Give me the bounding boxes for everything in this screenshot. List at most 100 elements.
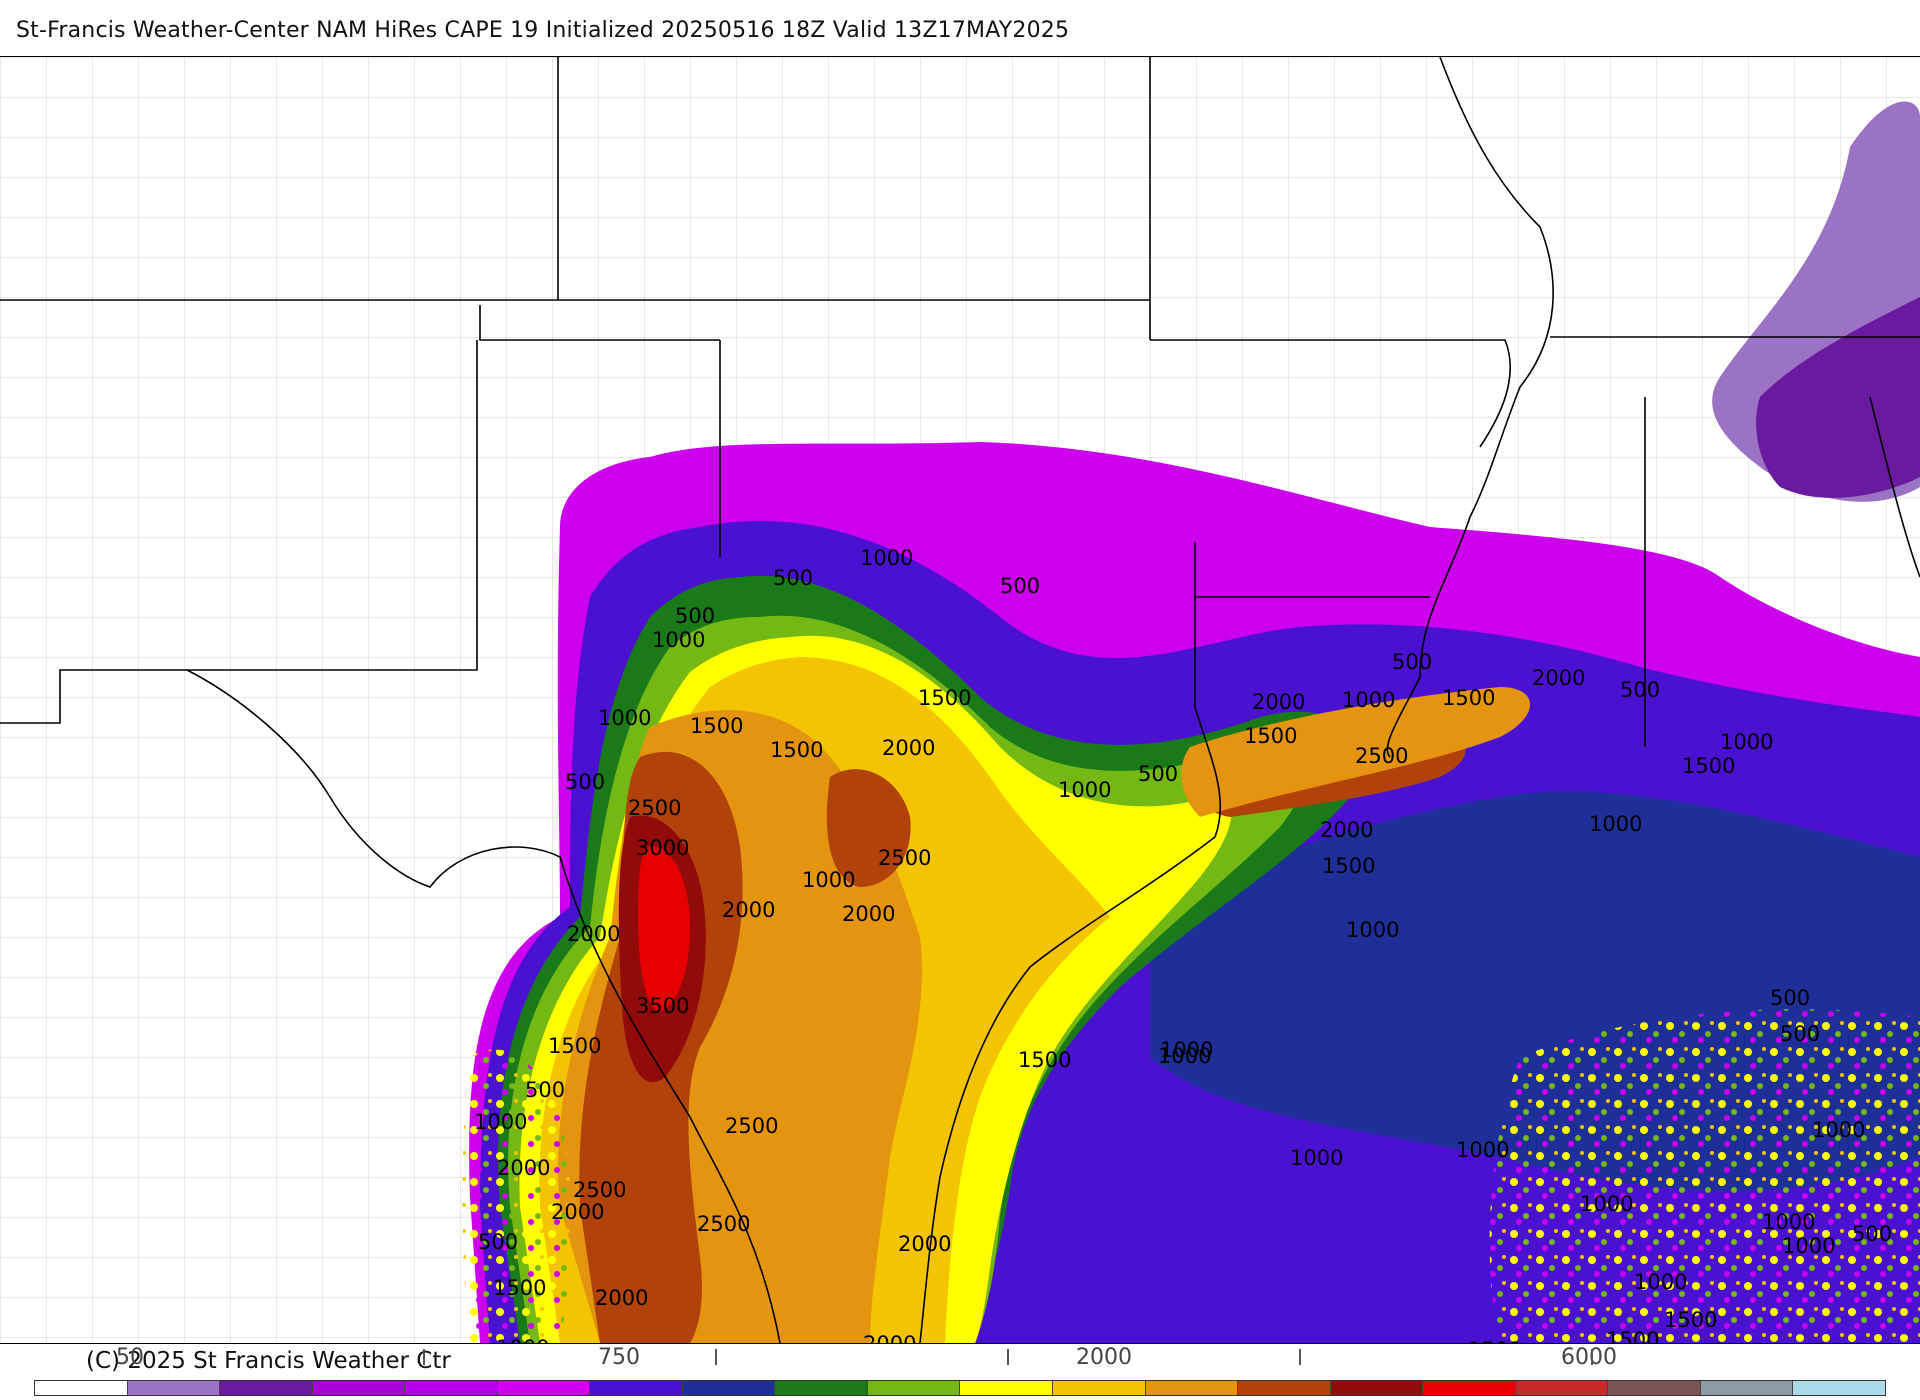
legend-tick-label: 750	[598, 1345, 640, 1370]
boundary-ks-ok	[479, 305, 720, 341]
boundary-mx-ne	[0, 669, 187, 724]
legend-swatch	[682, 1381, 776, 1395]
contour-label: 1000	[1158, 1044, 1211, 1068]
contour-label: 500	[1392, 650, 1432, 674]
legend-swatch	[1330, 1381, 1424, 1395]
contour-label: 1000	[652, 628, 705, 652]
contour-label: 3000	[636, 836, 689, 860]
contour-label: 3500	[636, 994, 689, 1018]
contour-label: 1500	[1018, 1048, 1071, 1072]
contour-label: 1000	[1634, 1270, 1687, 1294]
map-title: St-Francis Weather-Center NAM HiRes CAPE…	[16, 18, 1070, 43]
cape-max-tx-north-brown	[826, 769, 911, 887]
contour-label: 2000	[898, 1232, 951, 1256]
legend-swatch	[1793, 1381, 1885, 1395]
contour-label: 2000	[1320, 818, 1373, 842]
contour-label: 500	[1000, 574, 1040, 598]
contour-label: 2000	[551, 1200, 604, 1224]
contour-label: 1500	[770, 738, 823, 762]
boundary-gulf-coast	[919, 836, 1216, 1343]
boundary-us-mexico	[186, 669, 781, 1343]
legend-swatch	[1608, 1381, 1701, 1395]
legend-tick-mark	[1591, 1349, 1593, 1365]
contour-label: 1000	[1782, 1234, 1835, 1258]
contour-label: 2500	[878, 846, 931, 870]
legend-swatch	[220, 1381, 313, 1395]
boundary-mississippi-river	[1386, 57, 1554, 758]
legend-swatch	[775, 1381, 868, 1395]
legend-swatch	[1053, 1381, 1146, 1395]
legend-swatch	[127, 1381, 221, 1395]
contour-label: 500	[1620, 678, 1660, 702]
contour-label: 1500	[1682, 754, 1735, 778]
contour-label: 500	[1138, 762, 1178, 786]
contour-label: 500	[478, 1230, 518, 1254]
contour-label: 1000	[1346, 918, 1399, 942]
contour-label: 2000	[497, 1156, 550, 1180]
legend-swatch	[312, 1381, 406, 1395]
legend-swatch	[1515, 1381, 1609, 1395]
cape-mx-speckle	[462, 1049, 572, 1343]
contour-label: 1000	[496, 1336, 549, 1343]
legend-swatch	[1423, 1381, 1516, 1395]
contour-label: 1500	[1244, 724, 1297, 748]
contour-label: 1000	[1058, 778, 1111, 802]
contour-label: 2500	[573, 1178, 626, 1202]
legend-swatch	[867, 1381, 961, 1395]
contour-label: 1000	[598, 706, 651, 730]
contour-label: 1000	[1812, 1118, 1865, 1142]
contour-label: 1000	[1342, 688, 1395, 712]
legend-swatch	[1700, 1381, 1794, 1395]
contour-label: 1500	[1664, 1308, 1717, 1332]
contour-label: 1500	[1606, 1328, 1659, 1343]
contour-label: 1500	[493, 1276, 546, 1300]
legend-swatch	[35, 1381, 128, 1395]
contour-label: 2500	[628, 796, 681, 820]
legend-tick-mark	[715, 1349, 717, 1365]
legend-swatch	[497, 1381, 591, 1395]
contour-label: 1000	[1589, 812, 1642, 836]
contour-label: 1000	[860, 546, 913, 570]
contour-label: 2000	[882, 736, 935, 760]
contour-label: 2500	[697, 1212, 750, 1236]
contour-label: 1500	[1322, 854, 1375, 878]
legend-tick-label: 50	[116, 1345, 144, 1370]
contour-label: 1000	[1762, 1210, 1815, 1234]
boundary-ok-ar	[1150, 339, 1511, 448]
contour-label: 500	[525, 1078, 565, 1102]
legend-swatch	[960, 1381, 1054, 1395]
cape-map: 1000 500 500 1000 500 1000 1500 1000 150…	[0, 56, 1920, 1344]
contour-labels: 1000 500 500 1000 500 1000 1500 1000 150…	[474, 546, 1892, 1343]
contour-label: 1500	[690, 714, 743, 738]
cape-gulf-speckle	[1489, 1009, 1920, 1343]
contour-label: 1000	[802, 868, 855, 892]
contour-label: 1000	[1580, 1192, 1633, 1216]
cape-max-la-orange	[1181, 687, 1530, 817]
cape-map-canvas: 1000 500 500 1000 500 1000 1500 1000 150…	[0, 57, 1920, 1343]
contour-label: 2500	[725, 1114, 778, 1138]
boundary-tx-la	[1194, 597, 1222, 838]
contour-label: 1000	[1720, 730, 1773, 754]
contour-label: 1500	[548, 1034, 601, 1058]
contour-label: 500	[1770, 986, 1810, 1010]
legend-tick-label: 6000	[1561, 1345, 1617, 1370]
cape-color-legend	[34, 1380, 1886, 1396]
boundary-al-ga	[1869, 396, 1920, 578]
contour-label: 2000	[567, 922, 620, 946]
contour-label: 2000	[863, 1332, 916, 1343]
contour-label: 500	[1852, 1222, 1892, 1246]
legend-swatch	[1238, 1381, 1331, 1395]
legend-tick-label: 2000	[1076, 1345, 1132, 1370]
contour-label: 2000	[722, 898, 775, 922]
contour-label: 500	[773, 566, 813, 590]
contour-label: 1500	[1468, 1338, 1521, 1343]
contour-label: 2000	[595, 1286, 648, 1310]
boundaries	[0, 57, 1920, 1343]
contour-label: 2500	[1355, 744, 1408, 768]
cape-ne-lavender-strip	[1756, 297, 1920, 498]
legend-tick-mark	[1007, 1349, 1009, 1365]
contour-label: 1000	[1290, 1146, 1343, 1170]
contour-label: 1000	[1160, 1038, 1213, 1062]
contour-label: 2000	[1252, 690, 1305, 714]
contour-label: 1000	[474, 1110, 527, 1134]
